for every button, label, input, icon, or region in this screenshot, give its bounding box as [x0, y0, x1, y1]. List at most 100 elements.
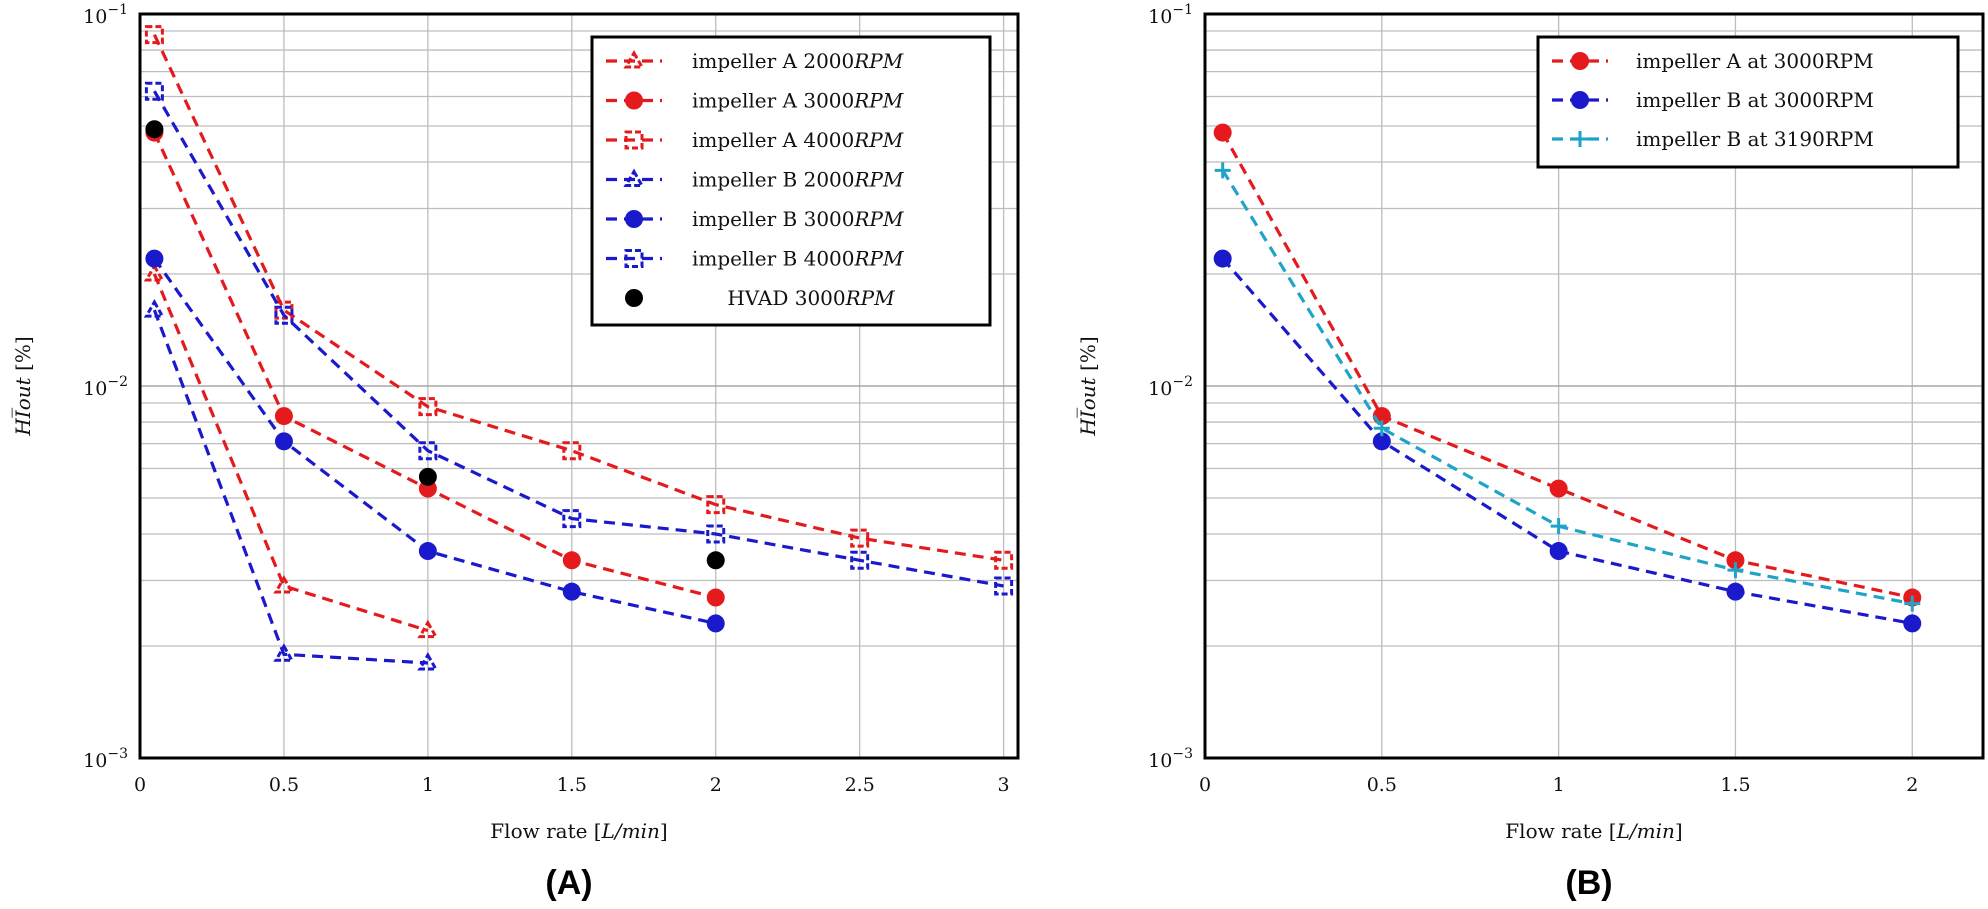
x-tick-label: 2.5 [845, 774, 875, 796]
data-point [418, 542, 437, 561]
x-tick-label: 3 [998, 774, 1010, 796]
series-line [153, 90, 1004, 588]
legend-label: impeller B at 3000RPM [1636, 88, 1874, 112]
data-point [417, 619, 439, 639]
legend-marker [624, 249, 644, 268]
legend: impeller A at 3000RPM impeller B at 3000R… [1536, 35, 1960, 169]
legend-item: impeller B 4000RPM [606, 247, 904, 271]
legend-item: impeller A 4000RPM [606, 128, 904, 152]
x-tick-label: 1.5 [557, 774, 587, 796]
legend-label: impeller B 3000RPM [692, 207, 904, 231]
data-point [850, 528, 870, 548]
data-point [418, 441, 438, 461]
y-tick-label: 10−3 [1148, 746, 1193, 772]
y-tick-label: 10−2 [1148, 374, 1193, 400]
data-point [1549, 542, 1568, 561]
x-tick-label: 2 [1906, 774, 1918, 796]
legend-marker [1571, 52, 1589, 70]
x-axis-label: Flow rate [L/min] [490, 819, 667, 843]
x-tick-label: 0 [1199, 774, 1211, 796]
data-point [1550, 518, 1567, 535]
y-axis-label: HI̅out [%] [1075, 336, 1100, 436]
data-point [1727, 562, 1744, 579]
series-7 [145, 120, 725, 570]
data-point [994, 550, 1014, 570]
data-point [706, 495, 726, 515]
legend-marker [625, 210, 643, 228]
legend-box [1536, 35, 1960, 169]
data-point [1214, 162, 1231, 179]
x-tick-label: 0 [134, 774, 146, 796]
series-1 [1213, 123, 1922, 607]
x-axis-label: Flow rate [L/min] [1505, 819, 1682, 843]
data-point [144, 81, 164, 101]
x-tick-label: 1 [1553, 774, 1565, 796]
legend-label: impeller A 2000RPM [692, 49, 904, 73]
data-point [1373, 420, 1390, 437]
plot-frame [138, 12, 1020, 760]
legend-item: impeller A 3000RPM [606, 89, 904, 113]
legend: impeller A 2000RPM impeller A 3000RPM impe… [590, 35, 992, 327]
legend-item: impeller B 3000RPM [606, 207, 904, 231]
x-tick-label: 1.5 [1720, 774, 1750, 796]
legend-item: HVAD 3000RPM [625, 286, 895, 310]
legend-marker [623, 168, 645, 187]
data-point [418, 397, 438, 417]
legend-label: impeller B at 3190RPM [1636, 127, 1874, 151]
data-point [706, 614, 725, 633]
data-point [562, 582, 581, 601]
data-point [562, 509, 582, 529]
legend-marker [1572, 131, 1588, 147]
data-point [1726, 582, 1745, 601]
series-5 [145, 249, 725, 633]
data-point [417, 652, 439, 671]
data-point [1904, 595, 1921, 612]
y-axis-label: HI̅out [%] [10, 336, 35, 436]
data-point [1726, 551, 1745, 570]
legend-item: impeller B at 3000RPM [1552, 88, 1874, 112]
legend-marker [623, 49, 645, 69]
data-point [145, 249, 164, 268]
legend-label: HVAD 3000RPM [727, 286, 895, 310]
series-line [152, 273, 429, 633]
series-line [152, 309, 428, 665]
data-point [418, 467, 437, 486]
data-point [274, 432, 293, 451]
data-point [273, 643, 295, 662]
data-point [1372, 432, 1391, 451]
data-point [274, 407, 293, 426]
legend-item: impeller A at 3000RPM [1552, 49, 1874, 73]
data-point [144, 25, 164, 45]
y-tick-label: 10−3 [83, 746, 128, 772]
x-tick-label: 0.5 [269, 774, 299, 796]
data-point [273, 574, 295, 594]
panel-label: (A) [545, 864, 592, 902]
data-point [562, 441, 582, 461]
data-point [850, 550, 870, 570]
series-line [1221, 169, 1913, 606]
legend-marker [1571, 91, 1589, 109]
data-point [143, 262, 165, 282]
data-point [145, 120, 164, 139]
series-6 [144, 81, 1014, 596]
data-point [1549, 479, 1568, 498]
legend-label: impeller B 4000RPM [692, 247, 904, 271]
legend-item: impeller B 2000RPM [606, 168, 904, 192]
panel-label: (B) [1565, 864, 1612, 902]
series-line [1221, 257, 1913, 625]
series-line [1221, 131, 1913, 600]
data-point [1213, 123, 1232, 142]
data-point [143, 299, 165, 318]
series-2 [1213, 249, 1922, 633]
chart-panel-1: 0 0.5 1 1.5 2 2.5 3 10−3 10−2 10−1 Flow rate [L/mi… [10, 2, 1020, 902]
legend-marker [624, 130, 644, 150]
data-point [1903, 614, 1922, 633]
y-tick-label: 10−1 [83, 2, 128, 28]
data-point [706, 588, 725, 607]
data-point [706, 551, 725, 570]
legend-box [590, 35, 992, 327]
y-tick-label: 10−1 [1148, 2, 1193, 28]
legend-item: impeller B at 3190RPM [1552, 127, 1874, 151]
data-point [562, 551, 581, 570]
